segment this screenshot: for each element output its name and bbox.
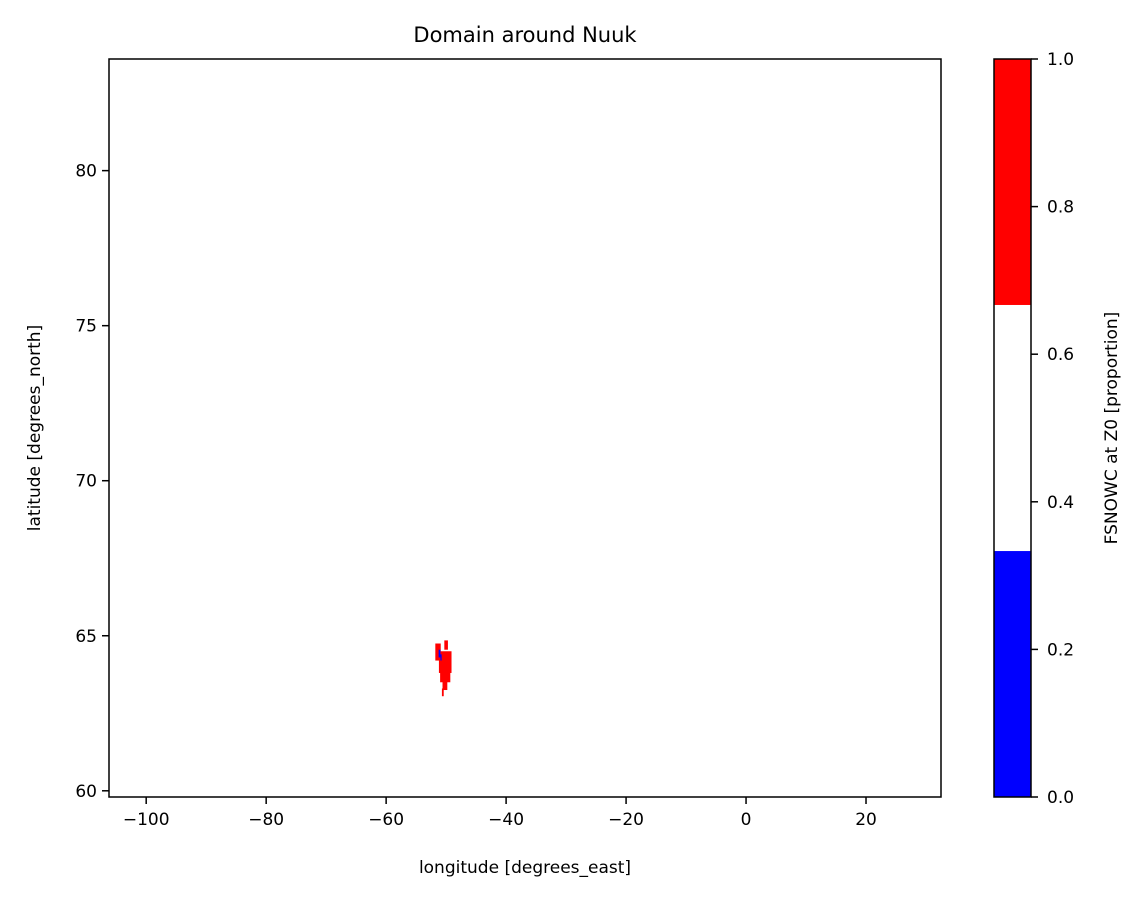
y-tick-label: 75 [75, 317, 97, 337]
colorbar-frame [993, 58, 1032, 798]
data-cell [444, 640, 448, 650]
colorbar-tick-label: 1.0 [1047, 50, 1074, 70]
colorbar-tick-label: 0.8 [1047, 198, 1074, 218]
y-tick-label: 80 [75, 162, 97, 182]
x-tick-label: −20 [608, 810, 644, 830]
x-tick-label: −100 [123, 810, 170, 830]
x-tick-label: −60 [368, 810, 404, 830]
plot-area-frame [108, 58, 942, 798]
colorbar-segment [994, 59, 1031, 305]
x-tick-label: −80 [248, 810, 284, 830]
data-cell [435, 643, 441, 661]
colorbar [994, 59, 1031, 797]
x-axis-ticks: −100 −80 −60 −40 −20 0 20 [123, 797, 877, 830]
data-cells [435, 640, 452, 697]
y-axis-label: latitude [degrees_north] [25, 325, 45, 531]
colorbar-tick-label: 0.6 [1047, 345, 1074, 365]
y-tick-label: 60 [75, 782, 97, 802]
data-cell [442, 680, 448, 691]
colorbar-segment [994, 304, 1031, 552]
chart-title: Domain around Nuuk [413, 23, 637, 47]
data-cell [440, 654, 442, 661]
y-axis-ticks: 60 65 70 75 80 [75, 162, 109, 802]
colorbar-label: FSNOWC at Z0 [proportion] [1102, 312, 1122, 545]
data-cell [438, 651, 452, 673]
y-tick-label: 70 [75, 472, 97, 492]
data-cell [440, 671, 451, 683]
x-tick-label: 20 [855, 810, 877, 830]
colorbar-tick-label: 0.4 [1047, 493, 1074, 513]
colorbar-segment [994, 551, 1031, 797]
data-cell [441, 688, 444, 697]
y-tick-label: 65 [75, 627, 97, 647]
x-tick-label: −40 [488, 810, 524, 830]
x-axis-label: longitude [degrees_east] [419, 858, 631, 878]
colorbar-tick-label: 0.2 [1047, 640, 1074, 660]
colorbar-tick-label: 0.0 [1047, 788, 1074, 808]
colorbar-ticks: 0.0 0.2 0.4 0.6 0.8 1.0 [1031, 50, 1074, 808]
x-tick-label: 0 [741, 810, 752, 830]
data-cell [438, 649, 441, 658]
